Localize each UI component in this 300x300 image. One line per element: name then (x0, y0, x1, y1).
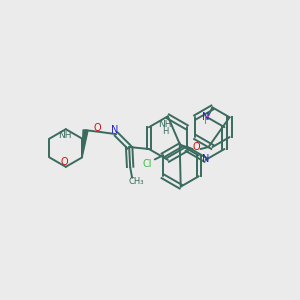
Text: N: N (111, 125, 118, 135)
Text: NH: NH (58, 130, 71, 140)
Text: O: O (61, 157, 69, 167)
Text: O: O (193, 142, 200, 152)
Polygon shape (82, 130, 88, 158)
Text: Cl: Cl (142, 159, 152, 170)
Text: O: O (94, 123, 101, 133)
Text: F: F (204, 116, 209, 126)
Text: CH₃: CH₃ (128, 177, 144, 186)
Text: N: N (202, 112, 209, 122)
Text: H: H (162, 127, 168, 136)
Text: NH: NH (158, 120, 172, 129)
Text: N: N (202, 154, 209, 164)
